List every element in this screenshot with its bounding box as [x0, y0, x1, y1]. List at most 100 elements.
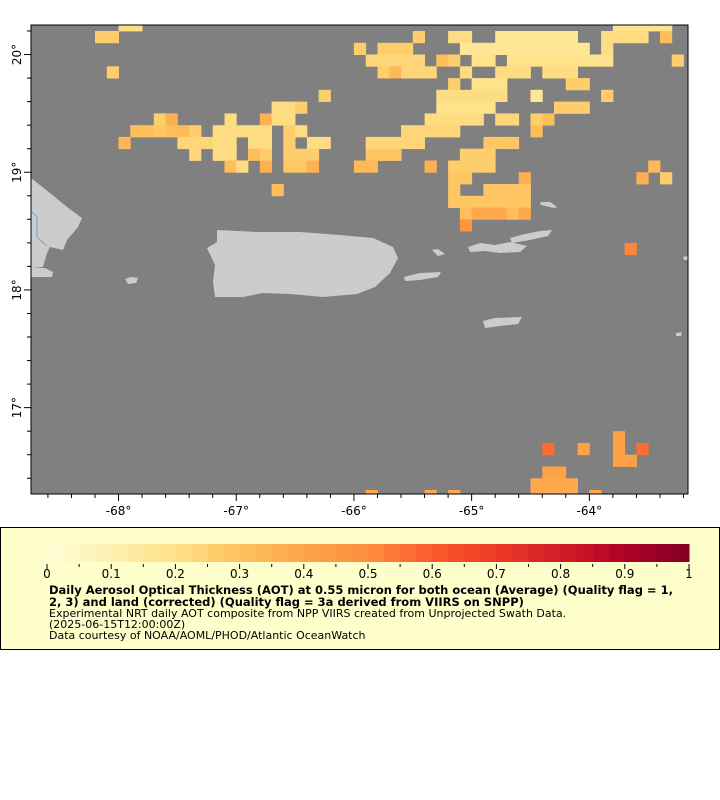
aot-cell: [283, 101, 296, 114]
aot-cell: [424, 66, 437, 79]
aot-cell: [495, 89, 508, 102]
aot-cell: [153, 125, 166, 138]
aot-cell: [412, 31, 425, 44]
legend-panel: 0 0.1 0.2 0.3 0.4 0.5 0.6 0.7 0.8 0.9 1 Daily Aero…: [0, 527, 720, 650]
aot-cell: [448, 160, 461, 173]
aot-cell: [448, 172, 461, 185]
colorbar-swatch: [384, 544, 401, 562]
aot-cells-layer: [95, 25, 684, 494]
aot-cell: [448, 31, 461, 44]
colorbar-swatch: [528, 544, 546, 562]
aot-cell: [377, 54, 390, 67]
aot-cell: [459, 172, 473, 185]
aot-cell: [660, 25, 673, 32]
aot-cell: [189, 136, 202, 150]
aot-cell: [459, 195, 473, 208]
aot-cell: [495, 31, 508, 44]
aot-cell: [448, 101, 461, 114]
aot-cell: [424, 490, 437, 494]
st-croix-island: [483, 317, 522, 328]
aot-cell: [483, 89, 496, 102]
colorbar-swatch: [464, 544, 481, 562]
aot-cell: [318, 89, 331, 102]
aot-cell: [248, 125, 261, 138]
aot-cell: [224, 113, 237, 126]
land-layer: [31, 178, 688, 336]
aot-cell: [401, 54, 414, 67]
aot-cell: [636, 172, 649, 185]
aot-cell: [471, 89, 484, 102]
colorbar-swatch: [143, 544, 160, 562]
aot-cell: [506, 66, 520, 79]
colorbar-tick-label: 0.1: [102, 567, 121, 581]
colorbar-swatch: [335, 544, 353, 562]
colorbar-swatch: [255, 544, 273, 562]
aot-cell: [200, 136, 214, 150]
aot-cell: [518, 54, 531, 67]
map-frame: [30, 24, 689, 495]
aot-cell: [436, 125, 449, 138]
colorbar-tick-label: 1: [685, 567, 693, 581]
aot-cell: [318, 136, 331, 150]
lon-tick-label: -67°: [223, 504, 249, 518]
aot-cell: [471, 148, 484, 161]
aot-cell: [506, 31, 520, 44]
aot-cell: [165, 125, 178, 138]
colorbar-swatch: [287, 544, 305, 562]
aot-cell: [518, 172, 531, 185]
colorbar-swatch: [95, 544, 112, 562]
aot-cell: [507, 42, 520, 55]
aot-cell: [177, 125, 190, 138]
aot-cell: [259, 125, 272, 138]
aot-cell: [389, 136, 402, 150]
aot-cell: [130, 25, 143, 32]
aot-cell: [448, 54, 461, 67]
lon-tick-label: -66°: [341, 504, 367, 518]
colorbar-swatch: [480, 544, 497, 562]
aot-cell: [389, 54, 402, 67]
aot-cell: [106, 66, 119, 79]
aot-cell: [565, 101, 578, 114]
aot-cell: [424, 113, 437, 126]
colorbar-swatch: [223, 544, 241, 562]
aot-cell: [248, 136, 261, 150]
aot-cell: [624, 242, 637, 256]
aot-cell: [565, 66, 578, 79]
aot-cell: [542, 42, 555, 55]
colorbar-swatch: [127, 544, 144, 562]
aot-cell: [471, 42, 484, 55]
colorbar-swatch: [271, 544, 289, 562]
aot-cell: [283, 113, 296, 126]
aot-cell: [612, 442, 626, 456]
aot-cell: [648, 25, 661, 32]
aot-cell: [271, 101, 284, 114]
aot-cell: [612, 431, 626, 444]
aot-cell: [436, 54, 449, 67]
aot-cell: [389, 148, 402, 161]
aot-cell: [459, 207, 473, 220]
aot-cell: [212, 125, 225, 138]
colorbar-swatch: [159, 544, 176, 562]
colorbar-tick-label: 0.3: [230, 567, 249, 581]
aot-cell: [212, 136, 225, 150]
aot-cell: [660, 31, 673, 44]
colorbar-swatch: [207, 544, 225, 562]
aot-cell: [177, 136, 190, 150]
colorbar-swatch: [624, 544, 642, 562]
aot-cell: [612, 454, 626, 467]
lat-tick-label: 17°: [10, 397, 24, 418]
aot-cell: [436, 113, 449, 126]
aot-cell: [636, 442, 649, 456]
aot-cell: [224, 125, 237, 138]
colorbar-swatch: [544, 544, 562, 562]
aot-cell: [495, 184, 508, 197]
aot-cell: [189, 125, 202, 138]
aot-cell: [542, 31, 555, 44]
aot-cell: [224, 148, 237, 161]
aot-cell: [471, 54, 484, 67]
aot-cell: [506, 207, 520, 220]
aot-cell: [389, 66, 402, 79]
small-island-east-2: [683, 256, 688, 260]
aot-map[interactable]: -68° -67° -66° -65° -64° 20° 19° 18° 17°: [0, 0, 720, 527]
lat-tick-label: 19°: [10, 162, 24, 183]
